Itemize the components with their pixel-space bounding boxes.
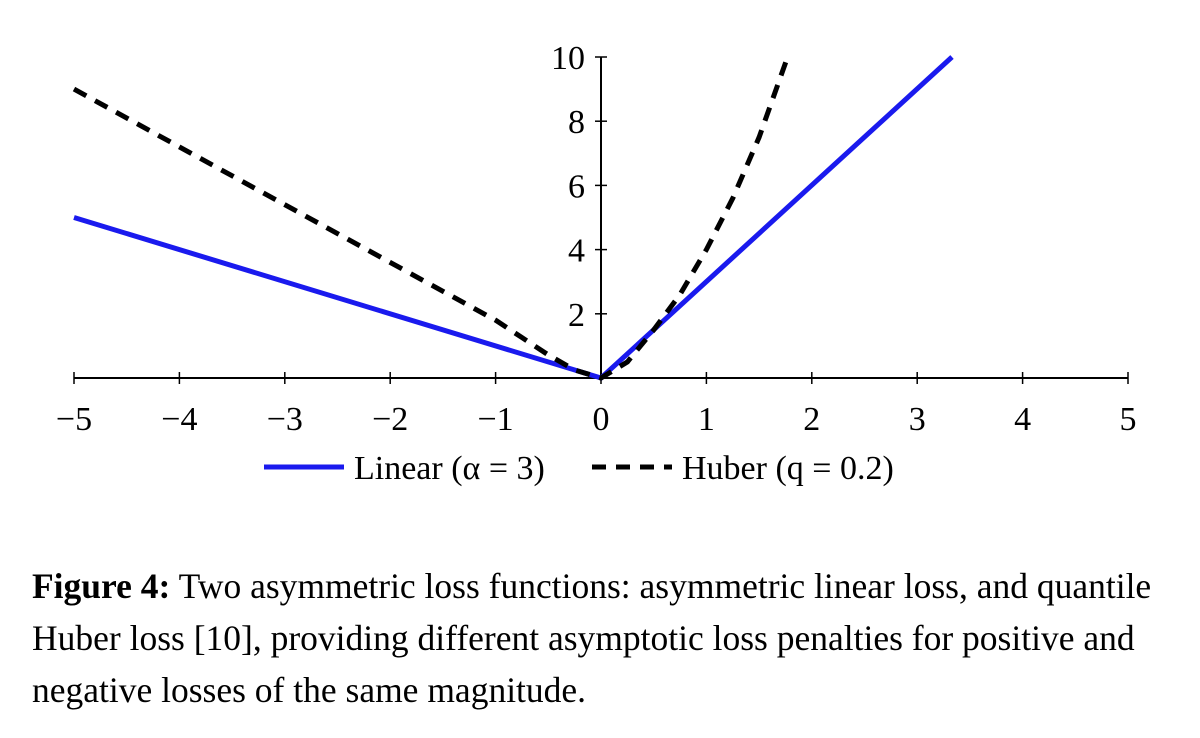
y-tick-label: 8	[568, 104, 585, 141]
series-layer	[72, 55, 954, 381]
x-tick-label: −2	[372, 401, 408, 438]
x-tick-label: −4	[161, 401, 197, 438]
linear-loss-line	[73, 55, 954, 381]
y-tick-label: 4	[568, 233, 585, 270]
huber-loss-line	[72, 56, 790, 381]
legend-linear-label: Linear (α = 3)	[354, 450, 545, 487]
y-tick-label: 6	[568, 168, 585, 205]
loss-functions-chart: −5 −4 −3 −2 −1 0 1 2 3 4 5 2 4 6 8 10 Linear (α = 3) Hu…	[56, 40, 1137, 487]
x-tick-label: 0	[593, 401, 610, 438]
x-tick-label: −3	[267, 401, 303, 438]
x-tick-label: 4	[1014, 401, 1031, 438]
x-tick-label: 5	[1120, 401, 1137, 438]
caption-text: Two asymmetric loss functions: asymmetri…	[32, 566, 1152, 710]
axes	[73, 56, 1129, 384]
figure-caption: Figure 4: Two asymmetric loss functions:…	[32, 560, 1172, 716]
x-tick-label: −1	[478, 401, 514, 438]
x-tick-label: −5	[56, 401, 92, 438]
x-tick-label: 1	[698, 401, 715, 438]
legend-huber-label: Huber (q = 0.2)	[682, 450, 894, 487]
tick-labels: −5 −4 −3 −2 −1 0 1 2 3 4 5 2 4 6 8 10	[56, 40, 1137, 438]
legend: Linear (α = 3) Huber (q = 0.2)	[264, 450, 894, 487]
figure-label: Figure 4:	[32, 566, 171, 606]
x-tick-label: 3	[909, 401, 926, 438]
x-tick-label: 2	[803, 401, 820, 438]
y-tick-label: 2	[568, 297, 585, 334]
y-tick-label: 10	[551, 40, 585, 77]
